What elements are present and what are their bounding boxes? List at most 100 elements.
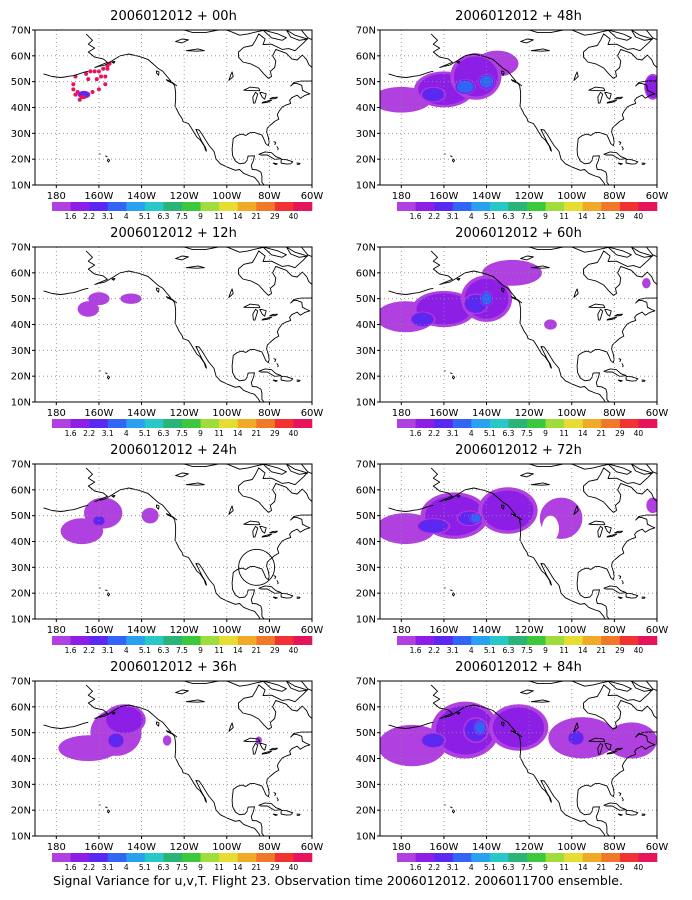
- x-tick-label: 100W: [212, 625, 241, 636]
- arctic-island: [262, 464, 287, 475]
- variance-field: [380, 259, 651, 333]
- colorbar-label: 3.1: [102, 646, 114, 655]
- lake-outline: [185, 482, 205, 486]
- y-tick-label: 50N: [356, 77, 376, 88]
- colorbar-swatch: [293, 202, 313, 211]
- colorbar-label: 11: [559, 863, 569, 872]
- observation-point: [96, 69, 101, 74]
- colorbar-swatch: [601, 853, 621, 862]
- colorbar-swatch: [126, 419, 146, 428]
- island-outline: [106, 592, 111, 597]
- island-outline: [296, 379, 301, 382]
- island-outline: [106, 158, 111, 163]
- panel-title: 2006012012 + 84h: [455, 660, 582, 675]
- map-panel: 2006012012 + 36h 180 160W 140W 120W 100W 80W 60…: [11, 660, 324, 872]
- island-outline: [258, 151, 282, 160]
- lake-outline: [261, 316, 272, 321]
- island-outline: [450, 589, 453, 592]
- colorbar-swatch: [638, 202, 658, 211]
- y-tick-label: 40N: [356, 320, 376, 331]
- x-tick-label: 120W: [515, 408, 544, 419]
- island-outline: [603, 151, 627, 160]
- map-background: [380, 30, 657, 185]
- colorbar-swatch: [582, 202, 602, 211]
- lake-outline: [520, 472, 534, 478]
- lake-outline: [573, 288, 579, 298]
- lake-outline: [530, 699, 550, 703]
- arctic-island: [529, 30, 564, 34]
- colorbar-swatch: [293, 636, 313, 645]
- lake-outline: [252, 91, 259, 104]
- colorbar-label: 1.6: [410, 863, 422, 872]
- colorbar-swatch: [52, 419, 71, 428]
- colorbar: 1.6 2.2 3.1 4 5.1 6.3 7.5 9 11 14 21 29 40: [397, 202, 658, 221]
- island-outline: [273, 575, 277, 580]
- lake-outline: [604, 92, 612, 100]
- arctic-island: [286, 30, 309, 41]
- island-outline: [105, 155, 108, 158]
- colorbar-swatch: [52, 853, 71, 862]
- colorbar-label: 14: [578, 646, 588, 655]
- island-outline: [258, 368, 282, 377]
- observation-point: [92, 69, 97, 74]
- colorbar: 1.6 2.2 3.1 4 5.1 6.3 7.5 9 11 14 21 29 40: [52, 202, 313, 221]
- colorbar-label: 5.1: [484, 429, 496, 438]
- arctic-coastline: [571, 30, 611, 36]
- lake-outline: [269, 96, 278, 100]
- colorbar-label: 9: [543, 646, 548, 655]
- colorbar-swatch: [601, 202, 621, 211]
- island-outline: [165, 79, 178, 87]
- observation-point: [86, 77, 91, 82]
- y-tick-label: 70N: [11, 460, 31, 471]
- island-outline: [272, 813, 278, 817]
- colorbar-label: 9: [198, 212, 203, 221]
- colorbar-swatch: [471, 636, 491, 645]
- y-tick-label: 70N: [11, 677, 31, 688]
- observation-point: [88, 69, 93, 74]
- map-panel: 2006012012 + 84h 180 160W 140W 120W 100W 80W 60…: [356, 660, 669, 872]
- coastline-layer: [388, 464, 657, 619]
- west-coastline: [430, 467, 606, 619]
- panel-title: 2006012012 + 72h: [455, 443, 582, 458]
- arctic-island: [607, 681, 632, 692]
- colorbar-label: 3.1: [102, 212, 114, 221]
- y-tick-label: 40N: [11, 754, 31, 765]
- arctic-island: [262, 681, 287, 692]
- island-outline: [617, 813, 623, 817]
- colorbar-label: 40: [634, 863, 644, 872]
- colorbar-label: 11: [559, 429, 569, 438]
- x-tick-label: 140W: [127, 408, 156, 419]
- target-circle: [238, 548, 276, 586]
- x-tick-label: 100W: [557, 191, 586, 202]
- colorbar-label: 1.6: [410, 646, 422, 655]
- colorbar-swatch: [200, 419, 220, 428]
- island-outline: [450, 155, 453, 158]
- island-outline: [272, 379, 278, 383]
- colorbar-swatch: [564, 853, 584, 862]
- variance-contour-level-2: [492, 707, 545, 748]
- colorbar-label: 6.3: [502, 429, 514, 438]
- y-tick-label: 10N: [356, 398, 376, 409]
- variance-contour-level-4: [456, 80, 474, 93]
- colorbar-swatch: [107, 202, 127, 211]
- colorbar-label: 14: [233, 646, 243, 655]
- y-tick-label: 50N: [11, 294, 31, 305]
- colorbar: 1.6 2.2 3.1 4 5.1 6.3 7.5 9 11 14 21 29 40: [52, 419, 313, 438]
- variance-contour-level-4: [481, 292, 492, 305]
- colorbar-label: 7.5: [176, 212, 188, 221]
- colorbar-label: 21: [252, 429, 262, 438]
- y-tick-label: 60N: [356, 51, 376, 62]
- lake-outline: [185, 265, 205, 269]
- colorbar-label: 29: [270, 429, 280, 438]
- coastline-layer: [43, 247, 312, 402]
- variance-contour-level-1: [544, 319, 557, 330]
- arctic-coastline: [571, 464, 611, 470]
- east-coastline: [576, 80, 657, 185]
- arctic-coastline: [226, 247, 266, 253]
- y-tick-label: 30N: [11, 129, 31, 140]
- island-outline: [296, 813, 301, 816]
- x-tick-label: 140W: [472, 408, 501, 419]
- colorbar-label: 3.1: [102, 863, 114, 872]
- colorbar-swatch: [452, 202, 472, 211]
- x-tick-label: 60W: [301, 842, 324, 853]
